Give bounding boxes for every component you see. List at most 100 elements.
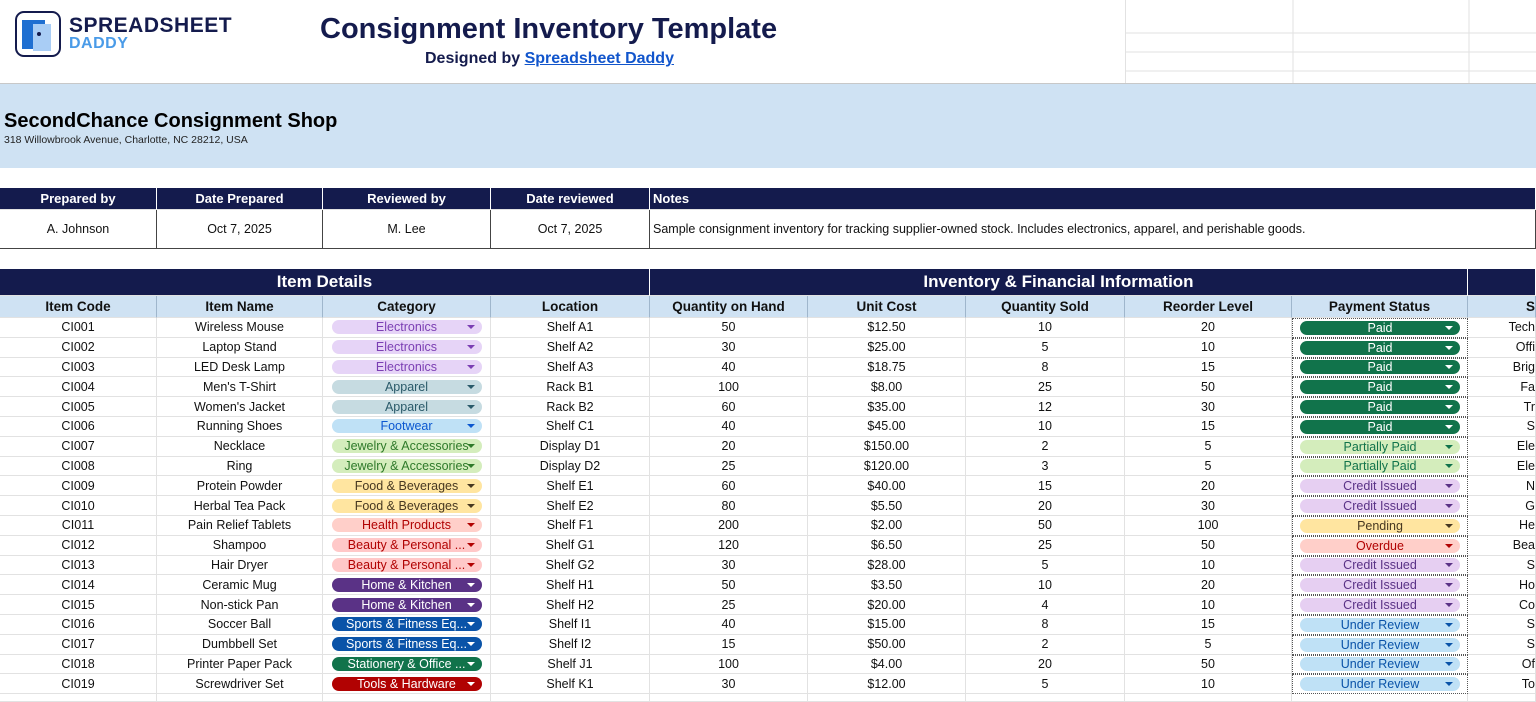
category-cell: Home & Kitchen (323, 575, 491, 596)
category-dropdown[interactable]: Health Products (331, 518, 482, 533)
table-cell: CI019 (0, 674, 157, 695)
status-dropdown[interactable]: Credit Issued (1300, 598, 1460, 613)
column-header: Quantity on Hand (650, 296, 808, 318)
subtitle-text: Designed by (425, 50, 521, 67)
category-dropdown[interactable]: Sports & Fitness Eq... (331, 637, 482, 652)
empty-cell (0, 694, 157, 702)
category-dropdown[interactable]: Electronics (331, 320, 482, 335)
category-cell: Food & Beverages (323, 496, 491, 516)
category-cell: Tools & Hardware (323, 674, 491, 695)
status-cell: Pending (1292, 516, 1468, 536)
status-cell: Credit Issued (1292, 555, 1468, 576)
status-dropdown[interactable]: Credit Issued (1300, 558, 1460, 573)
table-cell: Laptop Stand (157, 337, 323, 358)
category-dropdown[interactable]: Apparel (331, 379, 482, 394)
status-dropdown[interactable]: Paid (1300, 320, 1460, 335)
column-header: Item Name (157, 296, 323, 318)
table-cell: 50 (1125, 535, 1292, 556)
category-dropdown[interactable]: Beauty & Personal ... (331, 557, 482, 572)
status-dropdown[interactable]: Credit Issued (1300, 578, 1460, 593)
status-cell: Under Review (1292, 634, 1468, 655)
table-cell: 3 (966, 456, 1125, 477)
table-cell: Ho (1468, 575, 1536, 596)
category-dropdown[interactable]: Stationery & Office ... (331, 656, 482, 671)
empty-cell (650, 694, 808, 702)
category-dropdown[interactable]: Apparel (331, 399, 482, 414)
table-cell: CI015 (0, 595, 157, 615)
status-dropdown[interactable]: Partially Paid (1300, 459, 1460, 474)
status-dropdown[interactable]: Paid (1300, 380, 1460, 395)
table-cell: 10 (1125, 555, 1292, 576)
category-dropdown[interactable]: Jewelry & Accessories (331, 458, 482, 473)
table-cell: 8 (966, 357, 1125, 378)
status-dropdown[interactable]: Under Review (1300, 637, 1460, 652)
status-cell: Paid (1292, 318, 1468, 338)
table-cell: $40.00 (808, 476, 966, 497)
table-cell: $18.75 (808, 357, 966, 378)
category-dropdown[interactable]: Beauty & Personal ... (331, 538, 482, 553)
column-header: Location (491, 296, 650, 318)
designer-link[interactable]: Spreadsheet Daddy (524, 50, 674, 67)
table-cell: 12 (966, 397, 1125, 417)
status-dropdown[interactable]: Paid (1300, 360, 1460, 375)
category-dropdown[interactable]: Footwear (331, 419, 482, 434)
table-cell: $35.00 (808, 397, 966, 417)
table-cell: 30 (1125, 496, 1292, 516)
table-cell: S (1468, 417, 1536, 437)
table-cell: $20.00 (808, 595, 966, 615)
table-cell: 40 (650, 417, 808, 437)
table-cell: 20 (1125, 476, 1292, 497)
table-cell: Tr (1468, 397, 1536, 417)
status-cell: Credit Issued (1292, 476, 1468, 497)
page-title: Consignment Inventory Template (320, 13, 778, 45)
category-dropdown[interactable]: Home & Kitchen (331, 597, 482, 612)
category-dropdown[interactable]: Jewelry & Accessories (331, 439, 482, 454)
table-cell: Men's T-Shirt (157, 377, 323, 398)
category-dropdown[interactable]: Tools & Hardware (331, 676, 482, 691)
status-cell: Overdue (1292, 535, 1468, 556)
category-dropdown[interactable]: Electronics (331, 340, 482, 355)
table-cell: Rack B2 (491, 397, 650, 417)
status-dropdown[interactable]: Credit Issued (1300, 479, 1460, 494)
category-cell: Health Products (323, 516, 491, 536)
status-dropdown[interactable]: Under Review (1300, 617, 1460, 632)
table-cell: Offi (1468, 337, 1536, 358)
table-cell: 20 (1125, 575, 1292, 596)
status-dropdown[interactable]: Partially Paid (1300, 439, 1460, 454)
table-cell: Shelf A3 (491, 357, 650, 378)
table-cell: 10 (966, 417, 1125, 437)
table-cell: Running Shoes (157, 417, 323, 437)
shop-address: 318 Willowbrook Avenue, Charlotte, NC 28… (4, 134, 248, 146)
category-cell: Footwear (323, 417, 491, 437)
category-dropdown[interactable]: Home & Kitchen (331, 577, 482, 592)
group-header: Inventory & Financial Information (650, 269, 1468, 296)
empty-cell (808, 694, 966, 702)
table-cell: 5 (1125, 634, 1292, 655)
status-dropdown[interactable]: Credit Issued (1300, 499, 1460, 514)
status-dropdown[interactable]: Paid (1300, 400, 1460, 415)
category-dropdown[interactable]: Food & Beverages (331, 498, 482, 513)
table-cell: Of (1468, 654, 1536, 675)
group-header: Item Details (0, 269, 650, 296)
category-dropdown[interactable]: Electronics (331, 359, 482, 374)
status-cell: Under Review (1292, 674, 1468, 695)
status-dropdown[interactable]: Under Review (1300, 677, 1460, 692)
table-cell: $3.50 (808, 575, 966, 596)
grid-lines (1126, 0, 1536, 83)
table-cell: 10 (966, 575, 1125, 596)
category-cell: Electronics (323, 318, 491, 338)
status-dropdown[interactable]: Paid (1300, 419, 1460, 434)
empty-cell (1468, 694, 1536, 702)
table-cell: Tech (1468, 318, 1536, 338)
table-cell: 15 (1125, 615, 1292, 635)
status-dropdown[interactable]: Pending (1300, 518, 1460, 533)
status-dropdown[interactable]: Paid (1300, 340, 1460, 355)
status-dropdown[interactable]: Overdue (1300, 538, 1460, 553)
subtitle: Designed by Spreadsheet Daddy (425, 50, 674, 68)
table-cell: Printer Paper Pack (157, 654, 323, 675)
table-cell: 15 (1125, 357, 1292, 378)
status-dropdown[interactable]: Under Review (1300, 657, 1460, 672)
category-dropdown[interactable]: Sports & Fitness Eq... (331, 617, 482, 632)
status-cell: Paid (1292, 397, 1468, 417)
category-dropdown[interactable]: Food & Beverages (331, 478, 482, 493)
